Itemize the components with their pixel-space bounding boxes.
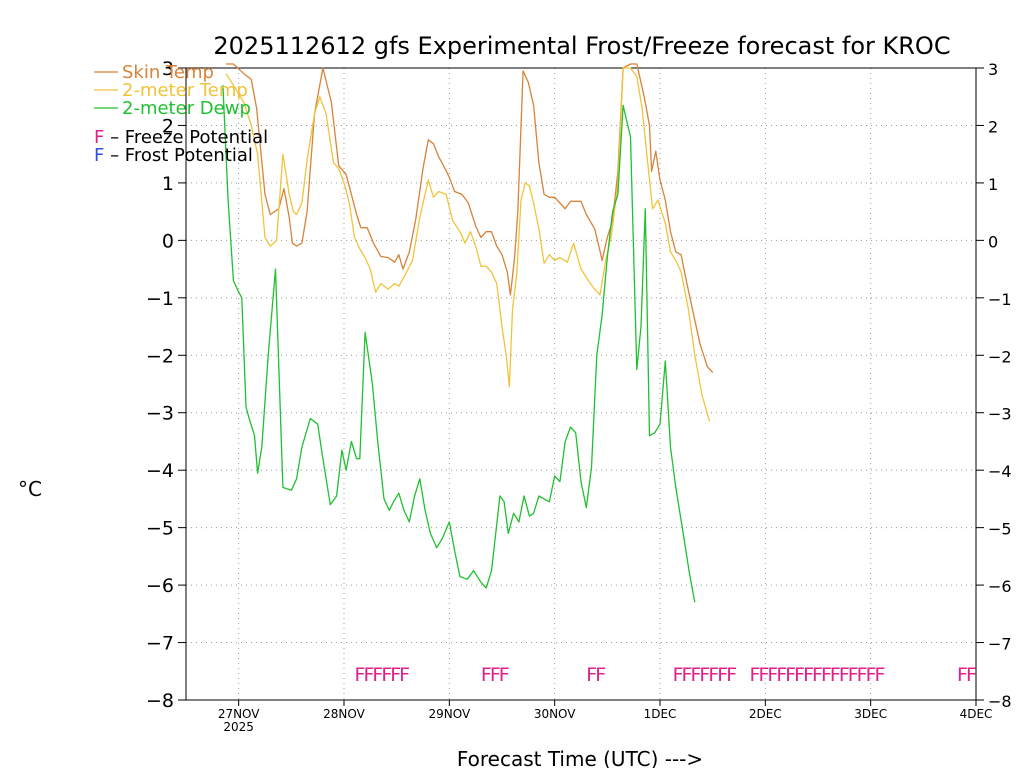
y-tick-label-left: −4 bbox=[146, 460, 174, 482]
y-tick-label-right: −7 bbox=[988, 635, 1012, 654]
y-tick-label-left: −1 bbox=[146, 288, 174, 310]
x-tick-label: 2DEC bbox=[749, 707, 782, 721]
y-tick-label-left: −3 bbox=[146, 403, 174, 425]
y-tick-label-left: −7 bbox=[146, 633, 174, 655]
series-line-2 bbox=[222, 85, 696, 603]
y-tick-label-right: −2 bbox=[988, 347, 1012, 366]
legend-potential-text: – Freeze Potential bbox=[104, 127, 268, 148]
y-tick-label-left: 0 bbox=[162, 230, 174, 252]
freeze-marker: FF bbox=[957, 664, 976, 686]
series-lines bbox=[222, 63, 714, 603]
y-axis-label: °C bbox=[18, 477, 42, 501]
y-tick-label-left: 1 bbox=[162, 173, 174, 195]
legend-potential-entry: F – Freeze Potential bbox=[94, 127, 268, 148]
x-tick-label: 30NOV bbox=[534, 707, 576, 721]
x-axis-label: Forecast Time (UTC) ---> bbox=[457, 747, 703, 768]
freeze-marker: FFFFFF bbox=[355, 664, 410, 686]
legend-potential-entry: F – Frost Potential bbox=[94, 145, 253, 166]
y-tick-label-left: −5 bbox=[146, 518, 174, 540]
y-tick-label-left: 3 bbox=[162, 58, 174, 80]
y-tick-label-right: 0 bbox=[988, 232, 998, 251]
y-tick-label-right: −8 bbox=[988, 692, 1012, 711]
y-tick-label-right: −5 bbox=[988, 520, 1012, 539]
y-tick-label-right: 2 bbox=[988, 117, 998, 136]
grid bbox=[186, 68, 976, 700]
x-tick-label: 27NOV bbox=[218, 707, 260, 721]
freeze-marker: FFFFFFF bbox=[673, 664, 737, 686]
freeze-marker: FFF bbox=[481, 664, 509, 686]
x-tick-label: 28NOV bbox=[323, 707, 365, 721]
y-tick-label-left: 2 bbox=[162, 115, 174, 137]
legend-entry: Skin Temp bbox=[122, 62, 214, 83]
y-tick-label-right: 3 bbox=[988, 60, 998, 79]
x-tick-label: 4DEC bbox=[960, 707, 993, 721]
y-tick-label-left: −8 bbox=[146, 690, 174, 712]
legend-potential-letter: F bbox=[94, 145, 104, 166]
y-tick-label-right: 1 bbox=[988, 175, 998, 194]
freeze-markers: FFFFFF FFF FF FFFFFFF FFFFFFFFFFFFFFF FF bbox=[355, 664, 978, 686]
x-tick-label: 1DEC bbox=[644, 707, 677, 721]
y-tick-label-right: −3 bbox=[988, 405, 1012, 424]
y-tick-label-right: −1 bbox=[988, 290, 1012, 309]
y-axis-ticks: −8 −8 −7 −7 −6 −6 −5 −5 −4 −4 −3 −3 −2 −2 −1 −1 0 0 1 1 2 2 3 3 bbox=[146, 58, 1012, 712]
legend-entry: 2-meter Dewp bbox=[122, 98, 251, 119]
x-tick-sublabel: 2025 bbox=[223, 720, 254, 734]
series-line-0 bbox=[226, 63, 714, 373]
plot-frame bbox=[185, 67, 977, 701]
legend-potential-text: – Frost Potential bbox=[104, 145, 253, 166]
legend-potential-letter: F bbox=[94, 127, 104, 148]
freeze-marker: FF bbox=[586, 664, 605, 686]
x-tick-label: 3DEC bbox=[854, 707, 887, 721]
y-tick-label-left: −6 bbox=[146, 575, 174, 597]
x-tick-label: 29NOV bbox=[428, 707, 470, 721]
y-tick-label-left: −2 bbox=[146, 345, 174, 367]
chart-title: 2025112612 gfs Experimental Frost/Freeze… bbox=[213, 32, 950, 60]
y-tick-label-right: −4 bbox=[988, 462, 1012, 481]
y-tick-label-right: −6 bbox=[988, 577, 1012, 596]
legend-entry: 2-meter Temp bbox=[122, 80, 248, 101]
series-line-1 bbox=[225, 67, 711, 422]
freeze-marker: FFFFFFFFFFFFFFF bbox=[750, 664, 885, 686]
